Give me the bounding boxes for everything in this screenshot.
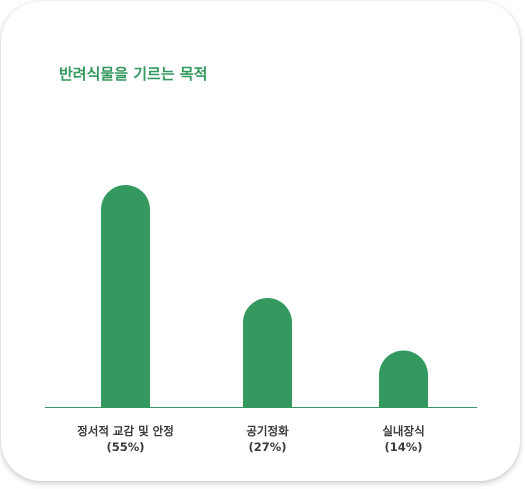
bar-1 [101,185,150,407]
category-label-2: 공기정화 [246,424,289,438]
category-percent-label-2: (27%) [248,440,286,454]
chart-title: 반려식물을 기르는 목적 [59,65,208,83]
bar-2 [243,298,292,407]
bars-group [101,185,428,407]
category-labels-group: 정서적 교감 및 안정 (55%) 공기정화 (27%) 실내장식 (14%) [77,424,424,454]
bar-3 [379,350,428,407]
category-label-1: 정서적 교감 및 안정 [77,424,174,438]
category-label-3: 실내장식 [382,424,424,438]
category-percent-label-3: (14%) [384,440,422,454]
category-percent-label-1: (55%) [106,440,144,454]
